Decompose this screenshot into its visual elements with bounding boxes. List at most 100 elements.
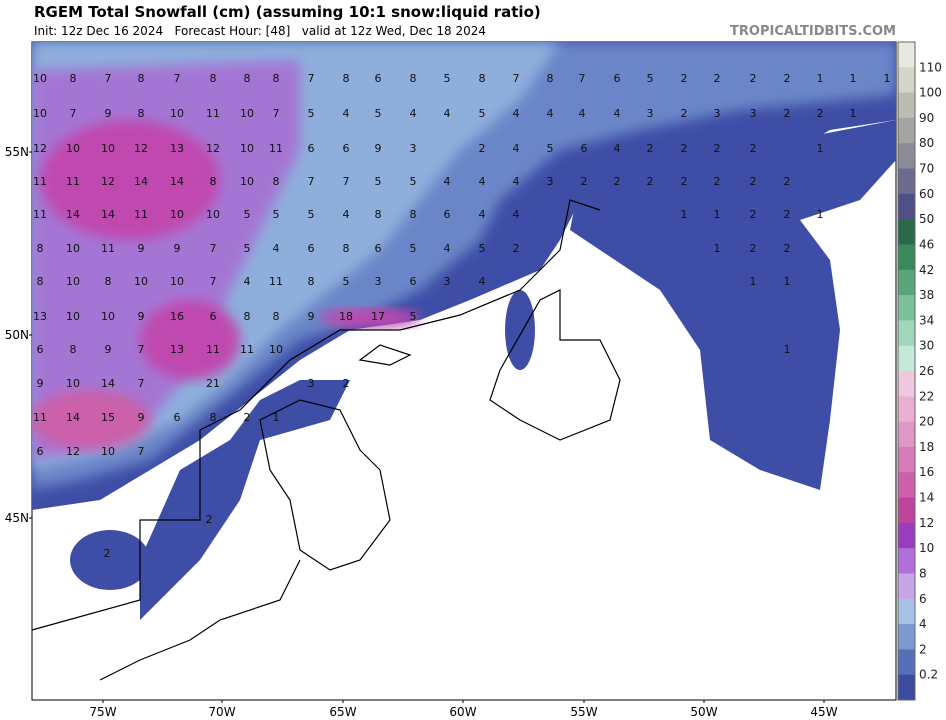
colorbar-swatch (898, 522, 915, 549)
snowfall-label: 2 (750, 242, 757, 255)
colorbar-label: 46 (919, 237, 934, 251)
snowfall-label: 6 (343, 142, 350, 155)
snowfall-label: 5 (308, 208, 315, 221)
snowfall-label: 6 (37, 445, 44, 458)
colorbar-label: 16 (919, 465, 934, 479)
snowfall-label: 14 (66, 411, 80, 424)
colorbar-label: 30 (919, 339, 934, 353)
snowfall-label: 9 (138, 411, 145, 424)
snowfall-label: 8 (343, 242, 350, 255)
snowfall-label: 4 (479, 275, 486, 288)
snowfall-label: 4 (579, 107, 586, 120)
snowfall-label: 1 (750, 275, 757, 288)
snowfall-label: 6 (375, 242, 382, 255)
snowfall-label: 2 (784, 208, 791, 221)
colorbar-label: 110 (919, 60, 942, 74)
snowfall-label: 5 (375, 175, 382, 188)
snowfall-label: 14 (66, 208, 80, 221)
colorbar-label: 8 (919, 566, 927, 580)
colorbar-label: 90 (919, 111, 934, 125)
snowfall-label: 5 (410, 175, 417, 188)
colorbar-label: 70 (919, 162, 934, 176)
latitude-label: 55N (5, 145, 29, 159)
colorbar-label: 100 (919, 86, 942, 100)
snowfall-label: 2 (714, 142, 721, 155)
snowfall-label: 6 (581, 142, 588, 155)
snowfall-label: 1 (817, 208, 824, 221)
snowfall-label: 1 (714, 242, 721, 255)
latitude-label: 45N (5, 511, 29, 525)
colorbar-label: 2 (919, 642, 927, 656)
snowfall-label: 2 (817, 107, 824, 120)
snowfall-label: 11 (269, 275, 283, 288)
snowfall-label: 3 (714, 107, 721, 120)
snowfall-label: 8 (273, 310, 280, 323)
snowfall-label: 11 (33, 208, 47, 221)
snowfall-label: 14 (170, 175, 184, 188)
snowfall-label: 4 (343, 208, 350, 221)
snowfall-label: 8 (244, 72, 251, 85)
snowfall-label: 9 (308, 310, 315, 323)
snowfall-label: 9 (105, 107, 112, 120)
snowfall-label: 8 (210, 72, 217, 85)
snowfall-label: 2 (750, 72, 757, 85)
snowfall-label: 8 (410, 208, 417, 221)
snowfall-label: 2 (581, 175, 588, 188)
snowfall-label: 4 (244, 275, 251, 288)
colorbar-swatch (898, 396, 915, 423)
snowfall-label: 2 (647, 175, 654, 188)
snowfall-label: 4 (513, 175, 520, 188)
colorbar-label: 6 (919, 592, 927, 606)
snowfall-label: 10 (101, 142, 115, 155)
colorbar-swatch (898, 598, 915, 625)
snowfall-label: 8 (37, 242, 44, 255)
longitude-label: 50W (690, 705, 717, 719)
snowfall-label: 4 (479, 208, 486, 221)
snowfall-label: 7 (138, 377, 145, 390)
snowfall-label: 5 (343, 275, 350, 288)
snowfall-label: 7 (513, 72, 520, 85)
snowfall-label: 10 (66, 242, 80, 255)
snowfall-label: 1 (784, 343, 791, 356)
snowfall-label: 7 (174, 72, 181, 85)
snowfall-label: 4 (273, 242, 280, 255)
snowfall-label: 10 (240, 142, 254, 155)
snowfall-label: 6 (410, 275, 417, 288)
snowfall-label: 10 (66, 377, 80, 390)
snowfall-label: 10 (101, 310, 115, 323)
snowfall-label: 7 (273, 107, 280, 120)
snowfall-label: 3 (547, 175, 554, 188)
snowfall-label: 9 (174, 242, 181, 255)
snowfall-label: 7 (579, 72, 586, 85)
snowfall-label: 11 (66, 175, 80, 188)
snowfall-label: 2 (614, 175, 621, 188)
snowfall-label: 11 (134, 208, 148, 221)
snowfall-label: 2 (343, 377, 350, 390)
colorbar-swatch (898, 168, 915, 195)
snowfall-label: 14 (101, 377, 115, 390)
longitude-label: 60W (449, 705, 476, 719)
snowfall-label: 21 (206, 377, 220, 390)
snowfall-label: 3 (308, 377, 315, 390)
snowfall-label: 4 (614, 107, 621, 120)
snowfall-label: 8 (37, 275, 44, 288)
snowfall-label: 7 (308, 175, 315, 188)
colorbar-label: 4 (919, 617, 927, 631)
colorbar-swatch (898, 421, 915, 448)
colorbar-swatch (898, 244, 915, 271)
snowfall-label: 8 (308, 275, 315, 288)
subtitle: Init: 12z Dec 16 2024 Forecast Hour: [48… (34, 24, 486, 38)
snowfall-label: 13 (170, 142, 184, 155)
snowfall-label: 8 (410, 72, 417, 85)
snowfall-label: 8 (210, 175, 217, 188)
snowfall-label: 11 (33, 411, 47, 424)
snowfall-label: 1 (681, 208, 688, 221)
snowfall-label: 12 (101, 175, 115, 188)
snowfall-label: 11 (33, 175, 47, 188)
snowfall-label: 16 (170, 310, 184, 323)
colorbar-label: 42 (919, 263, 934, 277)
colorbar-swatch (898, 193, 915, 220)
snowfall-label: 1 (850, 72, 857, 85)
snowfall-label: 10 (240, 175, 254, 188)
snowfall-label: 4 (444, 242, 451, 255)
